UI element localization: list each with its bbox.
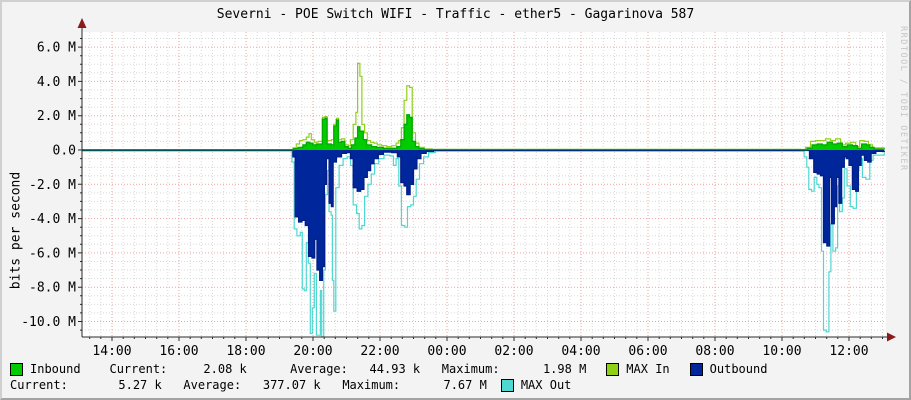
traffic-chart: 14:00 16:00 18:00 20:00 22:00 00:00 02:00 04:00… bbox=[21, 18, 896, 359]
svg-text:2.0 M: 2.0 M bbox=[37, 109, 76, 124]
outbound-stats: Current: 5.27 k Average: 377.07 k Maximu… bbox=[10, 378, 487, 392]
inbound-stats: Inbound Current: 2.08 k Average: 44.93 k… bbox=[30, 362, 587, 376]
max-in-label: MAX In bbox=[626, 362, 670, 376]
legend: Inbound Current: 2.08 k Average: 44.93 k… bbox=[10, 361, 767, 393]
max-in-swatch bbox=[606, 362, 620, 376]
svg-text:4.0 M: 4.0 M bbox=[37, 75, 76, 90]
graph-title: Severni - POE Switch WIFI - Traffic - et… bbox=[216, 7, 695, 22]
svg-text:04:00: 04:00 bbox=[561, 344, 600, 359]
svg-text:08:00: 08:00 bbox=[695, 344, 734, 359]
svg-text:00:00: 00:00 bbox=[427, 344, 466, 359]
svg-text:02:00: 02:00 bbox=[494, 344, 533, 359]
svg-text:0.0: 0.0 bbox=[53, 144, 76, 159]
max-out-label: MAX Out bbox=[520, 378, 572, 392]
svg-text:16:00: 16:00 bbox=[159, 344, 198, 359]
svg-text:18:00: 18:00 bbox=[226, 344, 265, 359]
svg-text:-4.0 M: -4.0 M bbox=[29, 212, 76, 227]
legend-row-2: Current: 5.27 k Average: 377.07 k Maximu… bbox=[10, 377, 767, 393]
svg-text:6.0 M: 6.0 M bbox=[37, 41, 76, 56]
svg-text:-2.0 M: -2.0 M bbox=[29, 178, 76, 193]
svg-text:20:00: 20:00 bbox=[293, 344, 332, 359]
svg-text:-6.0 M: -6.0 M bbox=[29, 246, 76, 261]
svg-text:-10.0 M: -10.0 M bbox=[21, 315, 76, 330]
outbound-swatch bbox=[689, 362, 703, 376]
svg-text:-8.0 M: -8.0 M bbox=[29, 281, 76, 296]
svg-text:06:00: 06:00 bbox=[628, 344, 667, 359]
rrdtool-watermark: RRDTOOL / TOBI OETIKER bbox=[898, 26, 908, 172]
svg-text:12:00: 12:00 bbox=[829, 344, 868, 359]
svg-text:22:00: 22:00 bbox=[360, 344, 399, 359]
outbound-label: Outbound bbox=[709, 362, 768, 376]
svg-text:10:00: 10:00 bbox=[762, 344, 801, 359]
max-out-swatch bbox=[500, 378, 514, 392]
svg-text:14:00: 14:00 bbox=[92, 344, 131, 359]
legend-row-1: Inbound Current: 2.08 k Average: 44.93 k… bbox=[10, 361, 767, 377]
inbound-swatch bbox=[10, 362, 23, 376]
